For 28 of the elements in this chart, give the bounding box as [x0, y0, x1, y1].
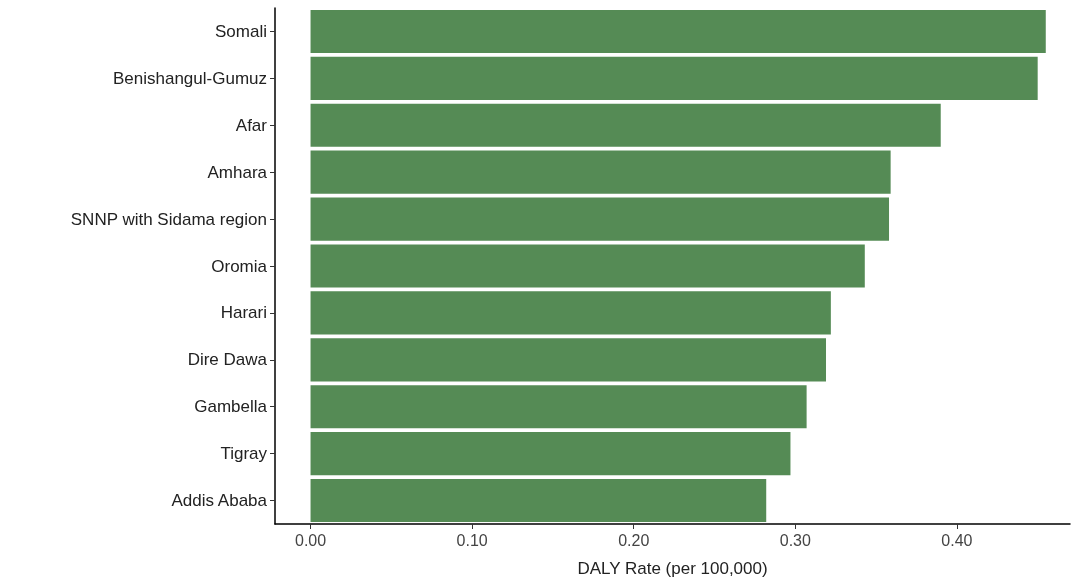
y-tick-label: SNNP with Sidama region [70, 209, 267, 229]
x-tick-label: 0.20 [618, 531, 650, 549]
x-tick-label: 0.40 [941, 531, 973, 549]
bar [310, 478, 767, 523]
x-tick-label: 0.30 [779, 531, 811, 549]
bar [310, 197, 890, 241]
y-tick-label: Oromia [211, 256, 268, 276]
bar [310, 56, 1038, 100]
x-axis-title: DALY Rate (per 100,000) [577, 559, 768, 578]
bar [310, 291, 831, 335]
y-tick-label: Dire Dawa [187, 350, 268, 370]
x-tick-label: 0.10 [456, 531, 488, 549]
bar [310, 385, 807, 429]
y-tick-label: Benishangul-Gumuz [112, 68, 267, 88]
y-tick-label: Somali [215, 21, 267, 41]
bar [310, 338, 827, 382]
bar [310, 9, 1046, 54]
y-tick-label: Afar [235, 115, 268, 135]
bar [310, 432, 791, 476]
y-tick-label: Addis Ababa [171, 491, 268, 511]
x-tick-label: 0.00 [294, 531, 327, 549]
y-tick-label: Amhara [207, 162, 268, 182]
y-tick-label: Gambella [194, 397, 268, 417]
bar [310, 150, 891, 194]
bar [310, 244, 865, 288]
bar [310, 103, 941, 147]
y-tick-label: Harari [220, 303, 267, 323]
y-tick-label: Tigray [220, 444, 268, 464]
